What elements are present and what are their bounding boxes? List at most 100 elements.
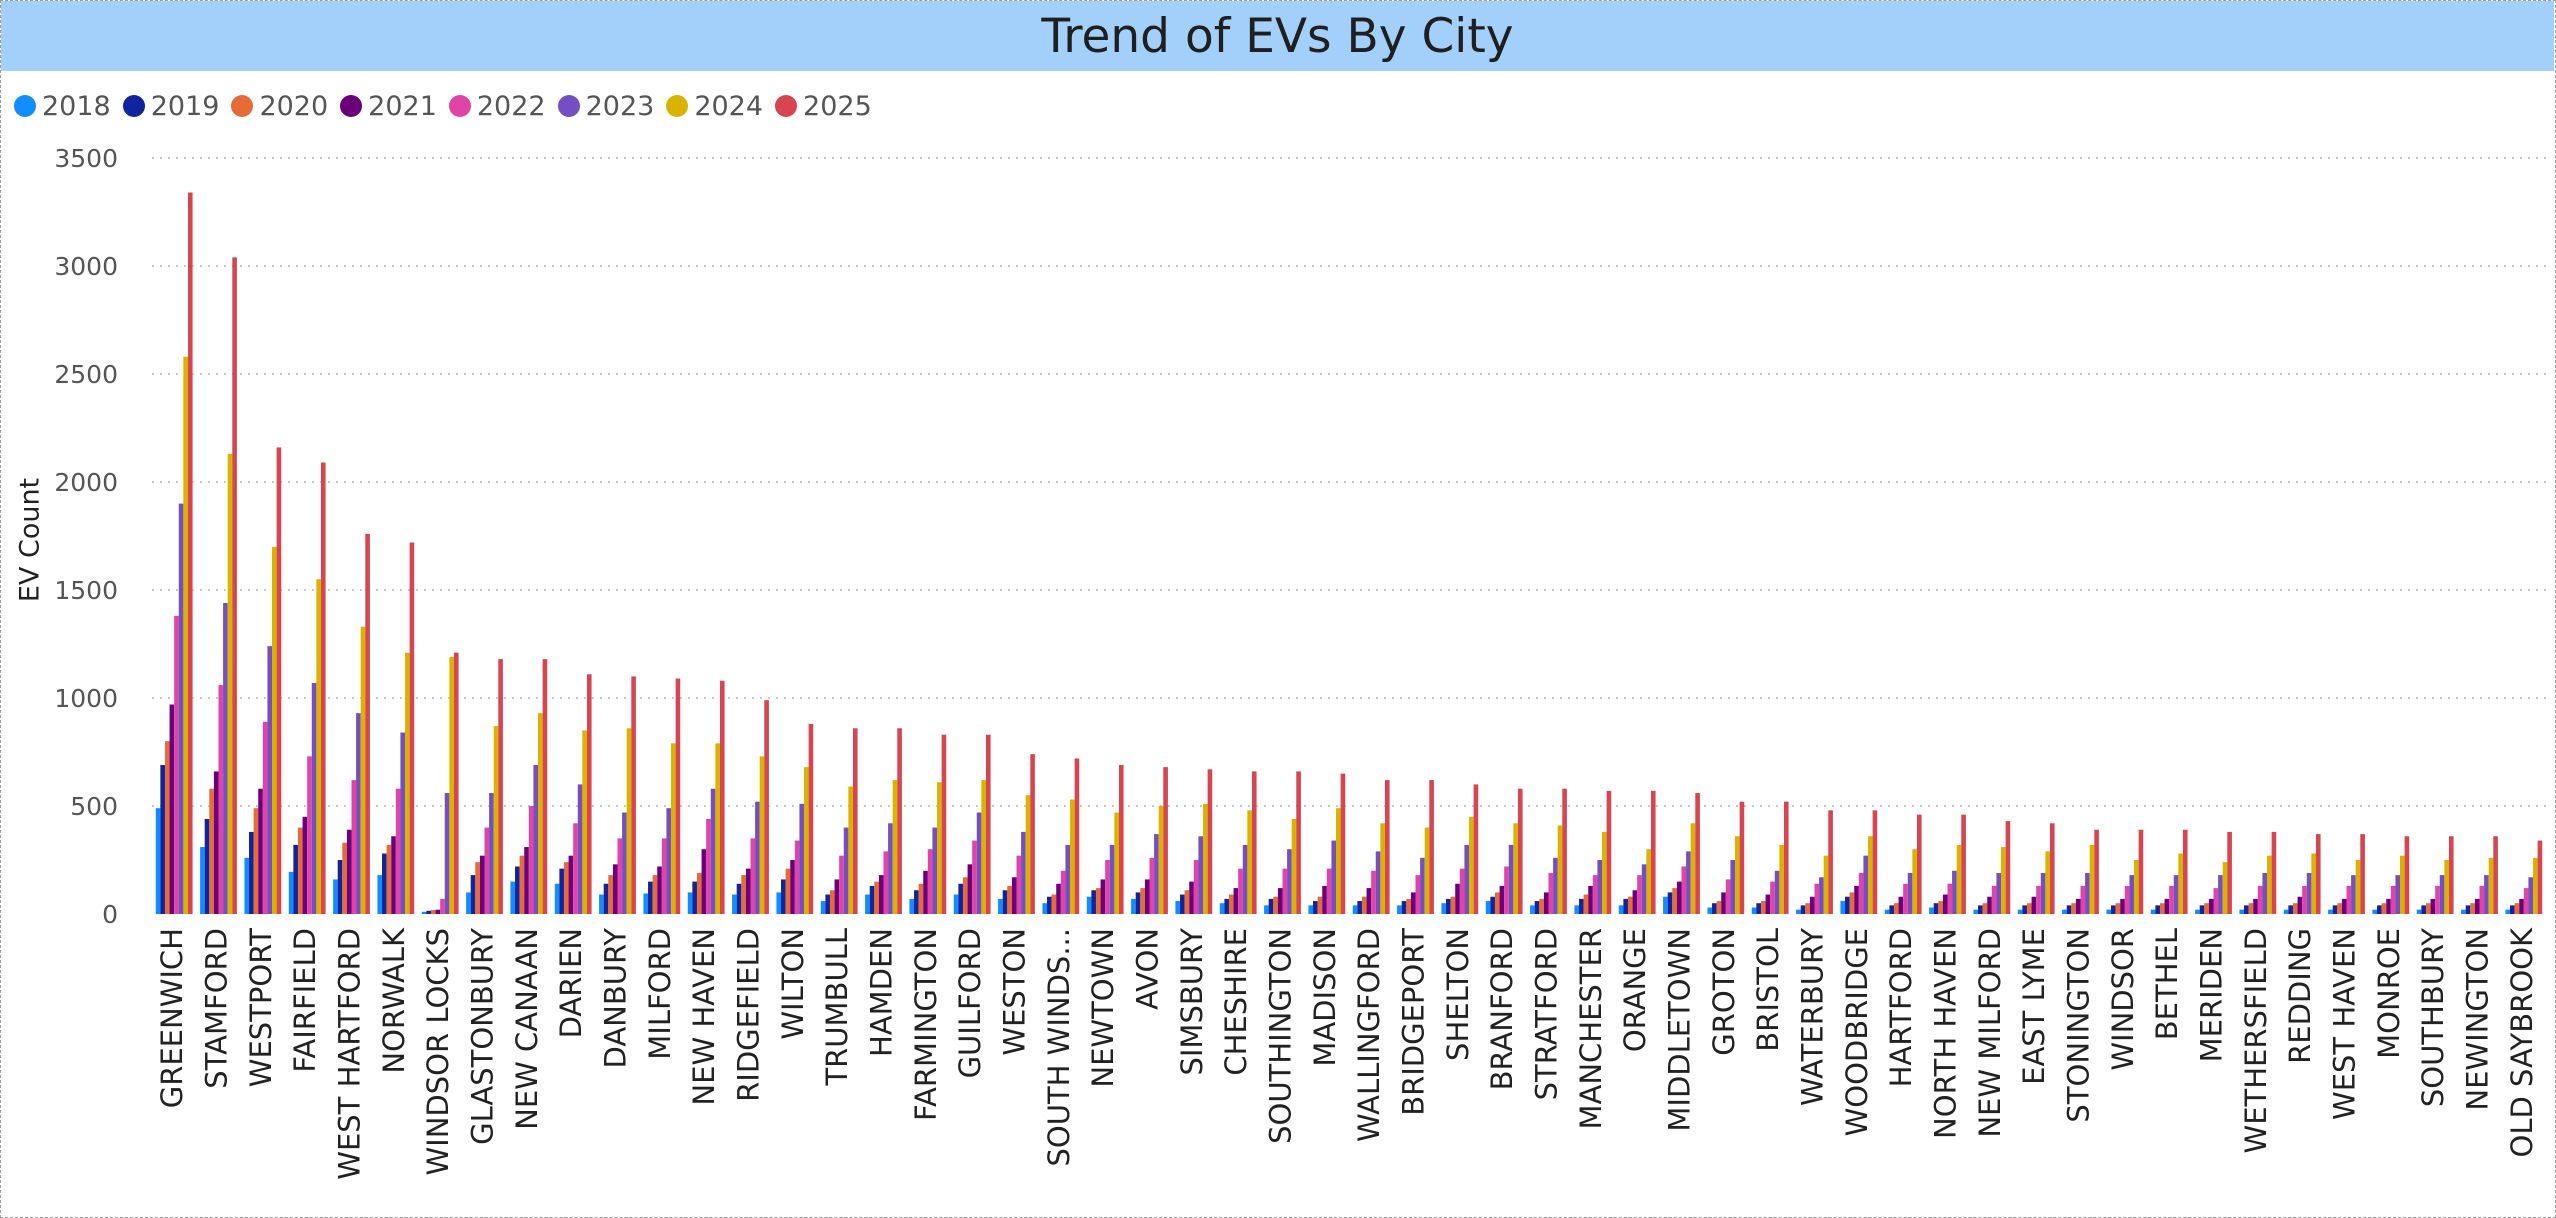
bar bbox=[1193, 860, 1199, 914]
bar bbox=[852, 728, 858, 914]
bar bbox=[2218, 875, 2223, 914]
bar bbox=[1982, 903, 1988, 914]
bar bbox=[2297, 896, 2303, 914]
bar bbox=[1952, 870, 1957, 914]
bar bbox=[395, 788, 401, 914]
y-tick-label: 3000 bbox=[54, 252, 118, 281]
bar bbox=[1517, 788, 1523, 914]
bar bbox=[1845, 896, 1850, 914]
y-tick-label: 1000 bbox=[54, 684, 118, 713]
bar bbox=[2227, 831, 2232, 914]
bar bbox=[701, 849, 707, 914]
bar bbox=[1814, 883, 1820, 914]
legend-item[interactable]: 2023 bbox=[557, 90, 655, 122]
bar bbox=[1646, 849, 1651, 914]
x-tick-label: GREENWICH bbox=[155, 928, 189, 1108]
bar bbox=[1494, 892, 1500, 914]
bar bbox=[790, 860, 795, 914]
bar bbox=[2062, 909, 2067, 914]
bar bbox=[2306, 872, 2312, 914]
bar bbox=[573, 823, 578, 914]
bar bbox=[538, 713, 543, 914]
bar bbox=[1756, 903, 1761, 914]
bar bbox=[1464, 844, 1470, 914]
bar bbox=[1760, 901, 1766, 914]
bar bbox=[1074, 758, 1080, 914]
bar bbox=[972, 840, 977, 914]
bar bbox=[998, 898, 1003, 914]
bar bbox=[1095, 888, 1101, 914]
bar bbox=[2337, 903, 2342, 914]
bar bbox=[2129, 875, 2135, 914]
bar bbox=[2022, 905, 2027, 914]
bar bbox=[426, 910, 431, 914]
bar bbox=[1282, 868, 1288, 914]
bar bbox=[675, 678, 681, 914]
bar bbox=[1455, 883, 1460, 914]
bar bbox=[1410, 892, 1416, 914]
bar bbox=[834, 879, 840, 914]
x-tick-label: WATERBURY bbox=[1796, 928, 1830, 1106]
x-tick-label: GLASTONBURY bbox=[466, 928, 500, 1145]
bar bbox=[510, 881, 516, 914]
bar bbox=[493, 726, 499, 914]
legend-item[interactable]: 2019 bbox=[122, 91, 219, 122]
x-tick-label: HARTFORD bbox=[1884, 928, 1918, 1087]
bar bbox=[661, 838, 667, 914]
x-tick-label: BRANFORD bbox=[1485, 928, 1519, 1090]
x-tick-label: WESTPORT bbox=[244, 928, 278, 1087]
bar bbox=[1135, 892, 1141, 914]
bar bbox=[869, 885, 875, 914]
bar bbox=[1796, 909, 1801, 914]
bar bbox=[1277, 888, 1283, 914]
bar bbox=[409, 542, 415, 914]
bar bbox=[1109, 844, 1115, 914]
bar bbox=[2213, 888, 2219, 914]
bar bbox=[1632, 890, 1638, 914]
x-tick-label: WINDSOR bbox=[2106, 928, 2140, 1071]
bar bbox=[1163, 767, 1168, 914]
bar bbox=[174, 615, 179, 914]
bar bbox=[1513, 823, 1518, 914]
x-tick-label: STONINGTON bbox=[2062, 928, 2096, 1123]
legend-item[interactable]: 2021 bbox=[340, 91, 437, 122]
bar bbox=[1219, 903, 1225, 914]
bar bbox=[985, 734, 991, 914]
bar bbox=[1667, 892, 1673, 914]
x-tick-label: DARIEN bbox=[554, 928, 588, 1038]
bar bbox=[1991, 885, 1997, 914]
bar bbox=[2302, 885, 2307, 914]
x-tick-label: WILTON bbox=[776, 928, 810, 1040]
bar bbox=[1912, 849, 1917, 914]
bar bbox=[2262, 872, 2268, 914]
bar bbox=[1268, 898, 1274, 914]
x-tick-label: NEW MILFORD bbox=[1973, 928, 2007, 1138]
legend-item[interactable]: 2024 bbox=[666, 91, 763, 122]
bar bbox=[764, 700, 769, 914]
bar bbox=[719, 680, 725, 914]
bar bbox=[1623, 898, 1628, 914]
bar bbox=[1361, 896, 1367, 914]
bar bbox=[2372, 909, 2378, 914]
bar bbox=[2435, 885, 2440, 914]
bar bbox=[2355, 860, 2361, 914]
legend-label: 2023 bbox=[585, 90, 655, 122]
legend-item[interactable]: 2022 bbox=[448, 90, 546, 122]
legend-swatch bbox=[775, 95, 798, 117]
bar bbox=[1978, 905, 1983, 914]
x-tick-label: WETHERSFIELD bbox=[2239, 928, 2273, 1153]
bar bbox=[1238, 868, 1243, 914]
bar bbox=[204, 818, 210, 914]
legend-item[interactable]: 2025 bbox=[775, 91, 872, 122]
bar bbox=[1933, 903, 1939, 914]
legend-item[interactable]: 2018 bbox=[14, 91, 111, 122]
bar bbox=[1326, 868, 1332, 914]
bar bbox=[1884, 909, 1890, 914]
bar bbox=[1473, 784, 1479, 914]
legend-label: 2022 bbox=[476, 90, 546, 122]
bar bbox=[2169, 885, 2174, 914]
legend-item[interactable]: 2020 bbox=[231, 91, 328, 122]
bar bbox=[1105, 860, 1110, 914]
bar bbox=[1849, 892, 1855, 914]
bar bbox=[967, 864, 973, 914]
